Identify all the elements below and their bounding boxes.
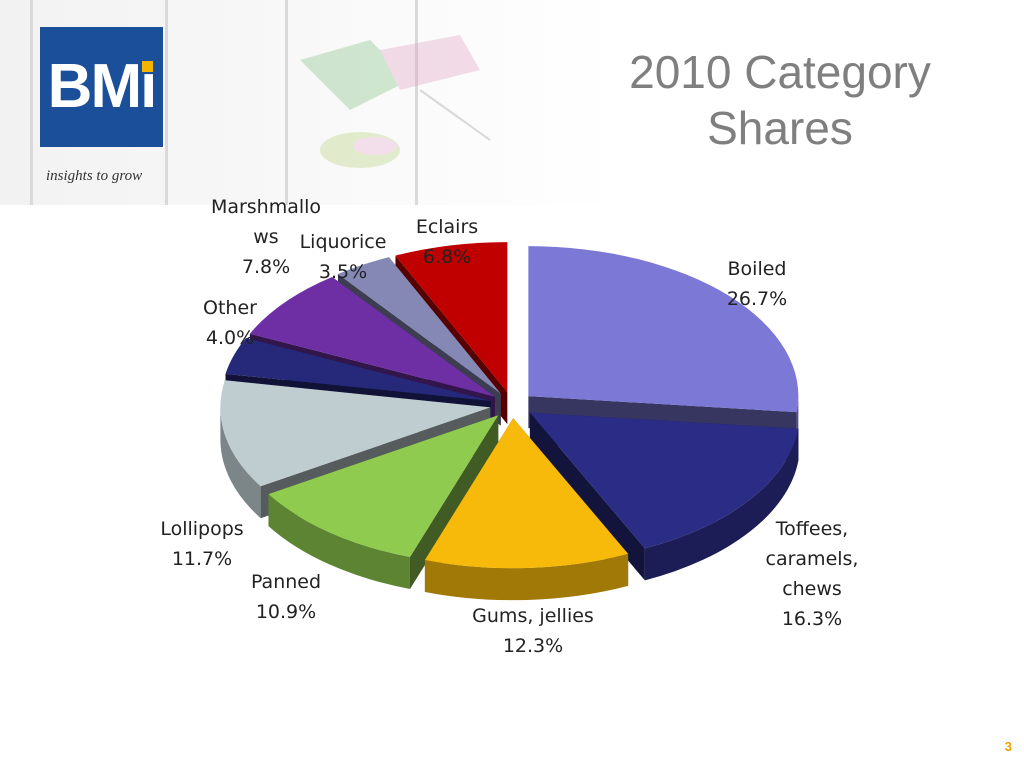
slice-label: Toffees, caramels, chews 16.3%	[766, 518, 859, 630]
slice-value-label: 12.3%	[503, 635, 563, 657]
title-line: 2010 Category	[629, 46, 931, 98]
logo-text: BMi	[47, 52, 158, 121]
title-line: Shares	[707, 102, 853, 154]
slice-top	[528, 246, 799, 413]
page-number: 3	[1004, 739, 1012, 754]
slice-category-label: caramels,	[766, 548, 859, 570]
slice-side	[220, 407, 261, 519]
header-banner: BMi insights to grow	[0, 0, 620, 205]
pie-slice	[529, 412, 799, 581]
slice-value-label: 6.8%	[423, 246, 471, 268]
slice-label: Liquorice 3.5%	[300, 231, 387, 283]
slice-top	[337, 257, 501, 394]
slice-category-label: Toffees,	[775, 518, 848, 540]
slice-category-label: Boiled	[728, 258, 787, 280]
slice-top	[395, 242, 508, 393]
logo-accent	[142, 61, 153, 72]
banner-divider	[30, 0, 33, 205]
slice-value-label: 4.0%	[206, 327, 254, 349]
page-title: 2010 Category Shares	[580, 44, 980, 156]
slice-category-label: Eclairs	[416, 216, 478, 238]
slice-top	[268, 415, 499, 558]
company-logo: BMi	[40, 27, 163, 147]
slice-label: Other 4.0%	[203, 297, 257, 349]
slice-category-label: chews	[782, 578, 842, 600]
slice-label: Marshmallo ws 7.8%	[211, 196, 321, 278]
slice-edge	[409, 415, 499, 590]
slice-value-label: 11.7%	[172, 548, 232, 570]
slice-label: Panned 10.9%	[251, 571, 321, 623]
slice-value-label: 10.9%	[256, 601, 316, 623]
slice-side	[424, 553, 629, 601]
banner-divider	[165, 0, 168, 205]
banner-decoration	[300, 35, 491, 168]
pie-slice	[424, 418, 629, 601]
slice-category-label: Other	[203, 297, 257, 319]
slice-label: Gums, jellies 12.3%	[472, 605, 594, 657]
slice-top	[424, 418, 629, 569]
pie-slice	[268, 415, 499, 590]
slice-category-label: Lollipops	[160, 518, 243, 540]
slice-value-label: 26.7%	[727, 288, 787, 310]
slice-label: Boiled 26.7%	[727, 258, 787, 310]
slice-top	[529, 412, 799, 549]
slice-value-label: 3.5%	[319, 261, 367, 283]
slice-category-label: Marshmallo	[211, 196, 321, 218]
slice-edge	[529, 412, 645, 581]
slice-value-label: 16.3%	[782, 608, 842, 630]
banner-divider	[415, 0, 418, 205]
slice-side	[644, 428, 799, 581]
banner-divider	[285, 0, 288, 205]
logo-tagline: insights to grow	[46, 168, 143, 184]
slice-top	[225, 337, 492, 401]
slice-value-label: 7.8%	[242, 256, 290, 278]
slice-label: Eclairs 6.8%	[416, 216, 478, 268]
slice-top	[220, 380, 491, 487]
slice-category-label: Gums, jellies	[472, 605, 594, 627]
slice-category-label: ws	[253, 226, 278, 248]
slice-category-label: Panned	[251, 571, 321, 593]
slice-side	[268, 494, 410, 590]
slice-category-label: Liquorice	[300, 231, 387, 253]
slice-top	[249, 277, 495, 397]
slice-label: Lollipops 11.7%	[160, 518, 243, 570]
